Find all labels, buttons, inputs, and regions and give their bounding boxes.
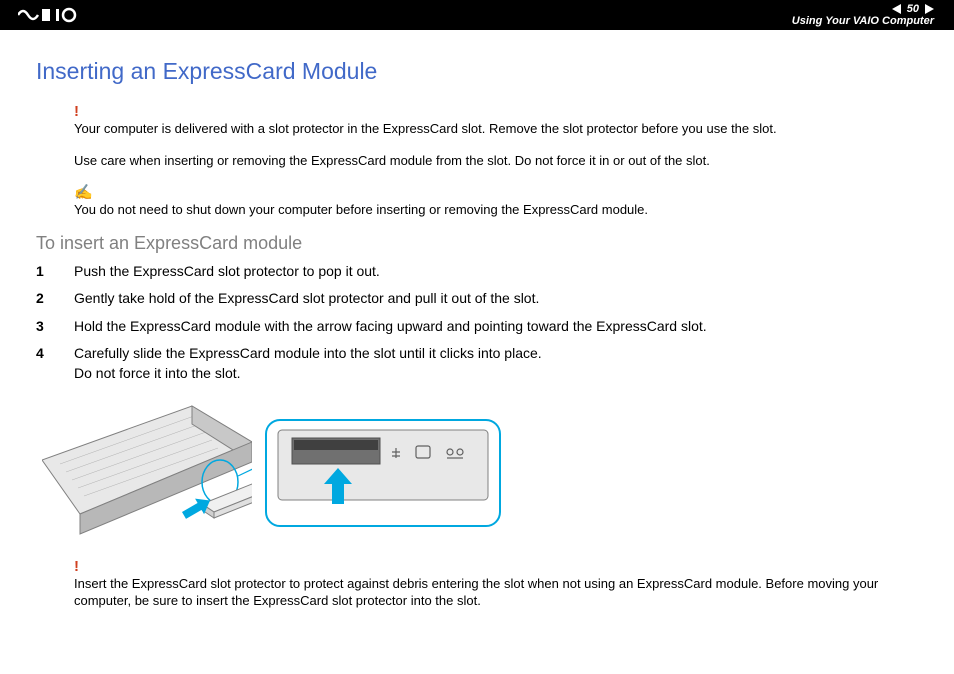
prev-page-icon[interactable] [892, 4, 901, 14]
footer-warning: ! Insert the ExpressCard slot protector … [36, 558, 930, 610]
vaio-logo [18, 7, 96, 23]
header-right: 50 Using Your VAIO Computer [792, 4, 934, 27]
step-4: Carefully slide the ExpressCard module i… [36, 344, 930, 383]
slot-callout [264, 418, 502, 528]
step-3: Hold the ExpressCard module with the arr… [36, 317, 930, 337]
subheading: To insert an ExpressCard module [36, 233, 930, 254]
breadcrumb: Using Your VAIO Computer [792, 16, 934, 27]
step-2: Gently take hold of the ExpressCard slot… [36, 289, 930, 309]
note-text: You do not need to shut down your comput… [74, 201, 930, 219]
page-title: Inserting an ExpressCard Module [36, 58, 930, 85]
figure [42, 394, 930, 552]
warning-text-1b: Use care when inserting or removing the … [74, 152, 930, 170]
warning-text-1a: Your computer is delivered with a slot p… [74, 120, 930, 138]
warning-text-2: Insert the ExpressCard slot protector to… [74, 575, 930, 610]
step-4-line2: Do not force it into the slot. [74, 365, 241, 381]
step-4-line1: Carefully slide the ExpressCard module i… [74, 345, 542, 361]
note-icon: ✍ [74, 183, 930, 201]
header-bar: 50 Using Your VAIO Computer [0, 0, 954, 30]
pager: 50 [892, 4, 934, 15]
caution-icon-2: ! [74, 558, 930, 575]
page-content: Inserting an ExpressCard Module ! Your c… [36, 58, 930, 624]
caution-icon: ! [74, 103, 930, 120]
step-1: Push the ExpressCard slot protector to p… [36, 262, 930, 282]
steps-list: Push the ExpressCard slot protector to p… [36, 262, 930, 384]
laptop-illustration [42, 394, 252, 552]
next-page-icon[interactable] [925, 4, 934, 14]
page-number: 50 [907, 4, 919, 15]
